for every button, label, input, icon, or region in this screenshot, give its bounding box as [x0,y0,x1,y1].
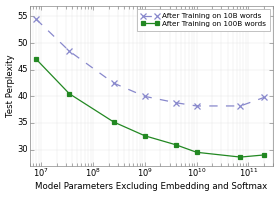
After Training on 10B words [143,95,146,98]
After Training on 10B words [34,18,38,20]
After Training on 100B words [174,144,178,146]
After Training on 100B words [262,154,266,156]
After Training on 100B words [112,121,115,123]
After Training on 100B words [34,58,38,60]
After Training on 10B words [239,105,242,107]
After Training on 10B words [68,50,71,52]
After Training on 100B words [68,93,71,95]
After Training on 10B words [174,102,178,104]
Legend: After Training on 10B words, After Training on 100B words: After Training on 10B words, After Train… [137,9,270,31]
After Training on 100B words [195,151,198,153]
After Training on 100B words [239,156,242,158]
After Training on 10B words [195,105,198,107]
Line: After Training on 100B words: After Training on 100B words [34,57,266,160]
After Training on 100B words [143,135,146,137]
After Training on 10B words [112,82,115,84]
X-axis label: Model Parameters Excluding Embedding and Softmax: Model Parameters Excluding Embedding and… [35,182,268,191]
After Training on 10B words [262,96,266,99]
Line: After Training on 10B words: After Training on 10B words [33,16,267,109]
Y-axis label: Test Perplexity: Test Perplexity [6,54,15,117]
